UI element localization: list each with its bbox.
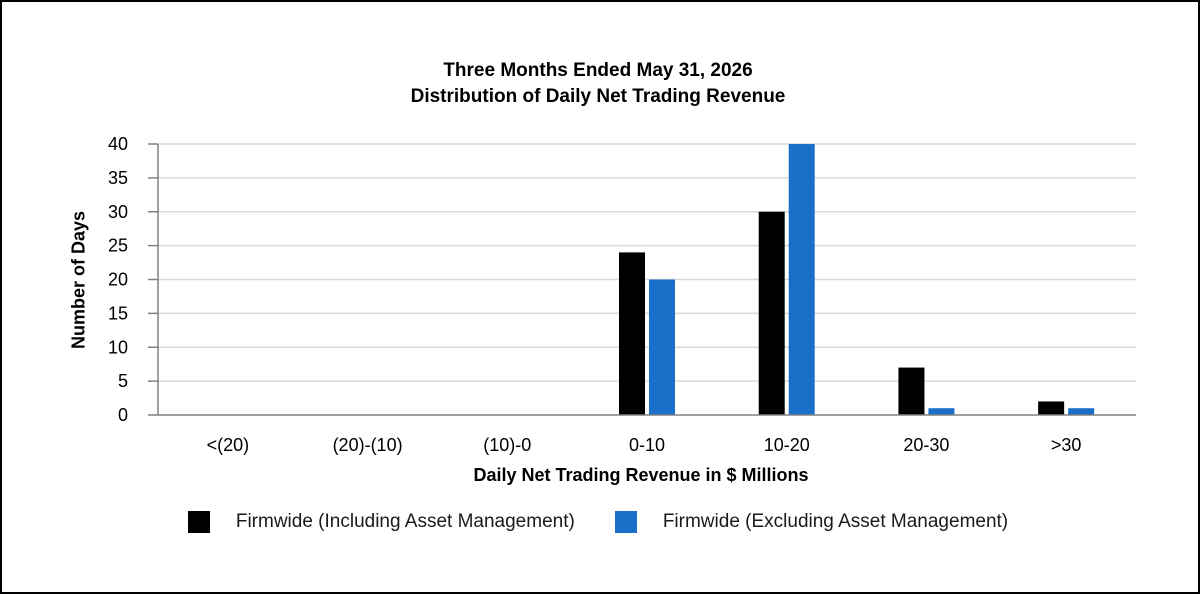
axes: [157, 144, 1136, 416]
y-tick-label: 40: [108, 134, 128, 154]
bar-including-6: [1038, 401, 1065, 415]
y-tick-label: 35: [108, 168, 128, 188]
chart-title: Three Months Ended May 31, 2026: [443, 60, 753, 81]
legend-item-including: Firmwide (Including Asset Management): [187, 511, 575, 533]
y-tick-label: 20: [108, 270, 128, 290]
bars: [619, 144, 1095, 415]
chart-subtitle: Distribution of Daily Net Trading Revenu…: [410, 86, 786, 107]
x-axis-ticks: <(20) (20)-(10) (10)-0 0-10 10-20 20-30 >30: [207, 435, 1082, 455]
x-tick-label: 10-20: [764, 435, 810, 455]
bar-excluding-6: [1068, 408, 1095, 415]
bar-including-5: [898, 367, 925, 415]
legend-item-excluding: Firmwide (Excluding Asset Management): [614, 511, 1009, 533]
y-tick-label: 25: [108, 236, 128, 256]
x-tick-label: >30: [1051, 435, 1082, 455]
x-tick-label: <(20): [207, 435, 250, 455]
bar-including-3: [619, 252, 645, 415]
legend-label-excluding: Firmwide (Excluding Asset Management): [662, 511, 1009, 532]
y-tick-label: 0: [118, 405, 128, 425]
x-tick-label: 20-30: [903, 435, 949, 455]
legend-label-including: Firmwide (Including Asset Management): [235, 511, 575, 532]
y-axis-ticks: 0 5 10 15 20 25 30 35 40: [108, 134, 128, 425]
y-tick-label: 10: [108, 337, 128, 357]
y-tick-label: 30: [108, 202, 128, 222]
y-axis-label: Number of Days: [68, 210, 89, 350]
x-tick-label: 0-10: [629, 435, 665, 455]
x-axis-label: Daily Net Trading Revenue in $ Millions: [473, 465, 809, 485]
bar-excluding-3: [649, 279, 675, 415]
legend-swatch-including: [187, 511, 210, 533]
legend-swatch-excluding: [614, 511, 637, 533]
y-tick-label: 5: [118, 371, 128, 391]
bar-excluding-5: [928, 408, 955, 415]
bar-including-4: [758, 211, 785, 415]
y-tick-label: 15: [108, 303, 128, 323]
bar-excluding-4: [788, 144, 815, 415]
legend: Firmwide (Including Asset Management) Fi…: [0, 511, 1196, 533]
x-tick-label: (20)-(10): [333, 435, 403, 455]
grid-lines: [148, 143, 1136, 416]
x-tick-label: (10)-0: [483, 435, 531, 455]
